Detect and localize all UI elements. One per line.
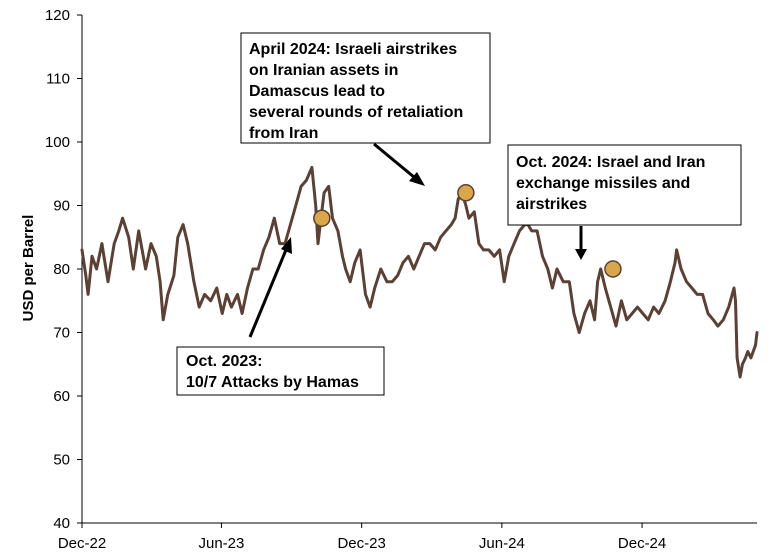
- x-tick-label: Dec-23: [337, 535, 385, 552]
- annotation-april-2024-line-2: on Iranian assets in: [249, 62, 398, 79]
- y-tick-label: 90: [53, 198, 70, 215]
- y-tick-label: 40: [53, 515, 70, 532]
- annotation-arrows: [248, 142, 587, 338]
- arrowhead-april-2024: [409, 172, 425, 186]
- x-ticks: Dec-22 Jun-23 Dec-23 Jun-24 Dec-24: [58, 523, 666, 552]
- x-tick-label: Dec-22: [58, 535, 106, 552]
- annotation-oct-2024-line-2: exchange missiles and: [516, 175, 690, 192]
- y-ticks: 40 50 60 70 80 90 100 110 120: [45, 7, 82, 532]
- event-marker: [604, 260, 622, 278]
- annotation-april-2024-line-5: from Iran: [249, 125, 318, 142]
- event-marker: [457, 184, 475, 202]
- y-tick-label: 60: [53, 388, 70, 405]
- y-tick-label: 80: [53, 261, 70, 278]
- y-axis-label: USD per Barrel: [20, 215, 37, 322]
- annotation-oct-2023: Oct. 2023: 10/7 Attacks by Hamas: [176, 346, 385, 396]
- event-markers: [313, 184, 622, 278]
- annotation-oct-2023-line-2: 10/7 Attacks by Hamas: [186, 374, 359, 391]
- annotation-oct-2024-line-1: Oct. 2024: Israel and Iran: [516, 154, 705, 171]
- series-line-price: [80, 165, 759, 379]
- event-marker: [313, 209, 331, 227]
- y-tick-label: 120: [45, 7, 70, 24]
- arrow-oct-2023: [248, 244, 290, 338]
- annotation-oct-2024: Oct. 2024: Israel and Iran exchange miss…: [507, 144, 742, 226]
- annotation-april-2024-line-3: Damascus lead to: [249, 83, 385, 100]
- annotation-box-oct-2024: [507, 144, 742, 226]
- annotation-april-2024-line-4: several rounds of retaliation: [249, 104, 463, 121]
- arrow-april-2024: [373, 142, 421, 184]
- x-tick-label: Jun-23: [199, 535, 245, 552]
- annotation-april-2024: April 2024: Israeli airstrikes on Irania…: [240, 32, 491, 144]
- y-tick-label: 50: [53, 452, 70, 469]
- y-tick-label: 70: [53, 325, 70, 342]
- annotation-april-2024-line-1: April 2024: Israeli airstrikes: [249, 41, 457, 58]
- annotation-box-april-2024: [240, 32, 491, 144]
- annotations: April 2024: Israeli airstrikes on Irania…: [176, 32, 742, 396]
- y-tick-label: 100: [45, 134, 70, 151]
- annotation-oct-2023-line-1: Oct. 2023:: [186, 353, 262, 370]
- annotation-oct-2024-line-3: airstrikes: [516, 196, 587, 213]
- arrowhead-oct-2024: [575, 249, 587, 260]
- arrowhead-oct-2023: [281, 237, 292, 254]
- x-tick-label: Jun-24: [479, 535, 525, 552]
- y-tick-label: 110: [46, 71, 70, 88]
- annotation-box-oct-2023: [176, 346, 385, 396]
- x-tick-label: Dec-24: [618, 535, 666, 552]
